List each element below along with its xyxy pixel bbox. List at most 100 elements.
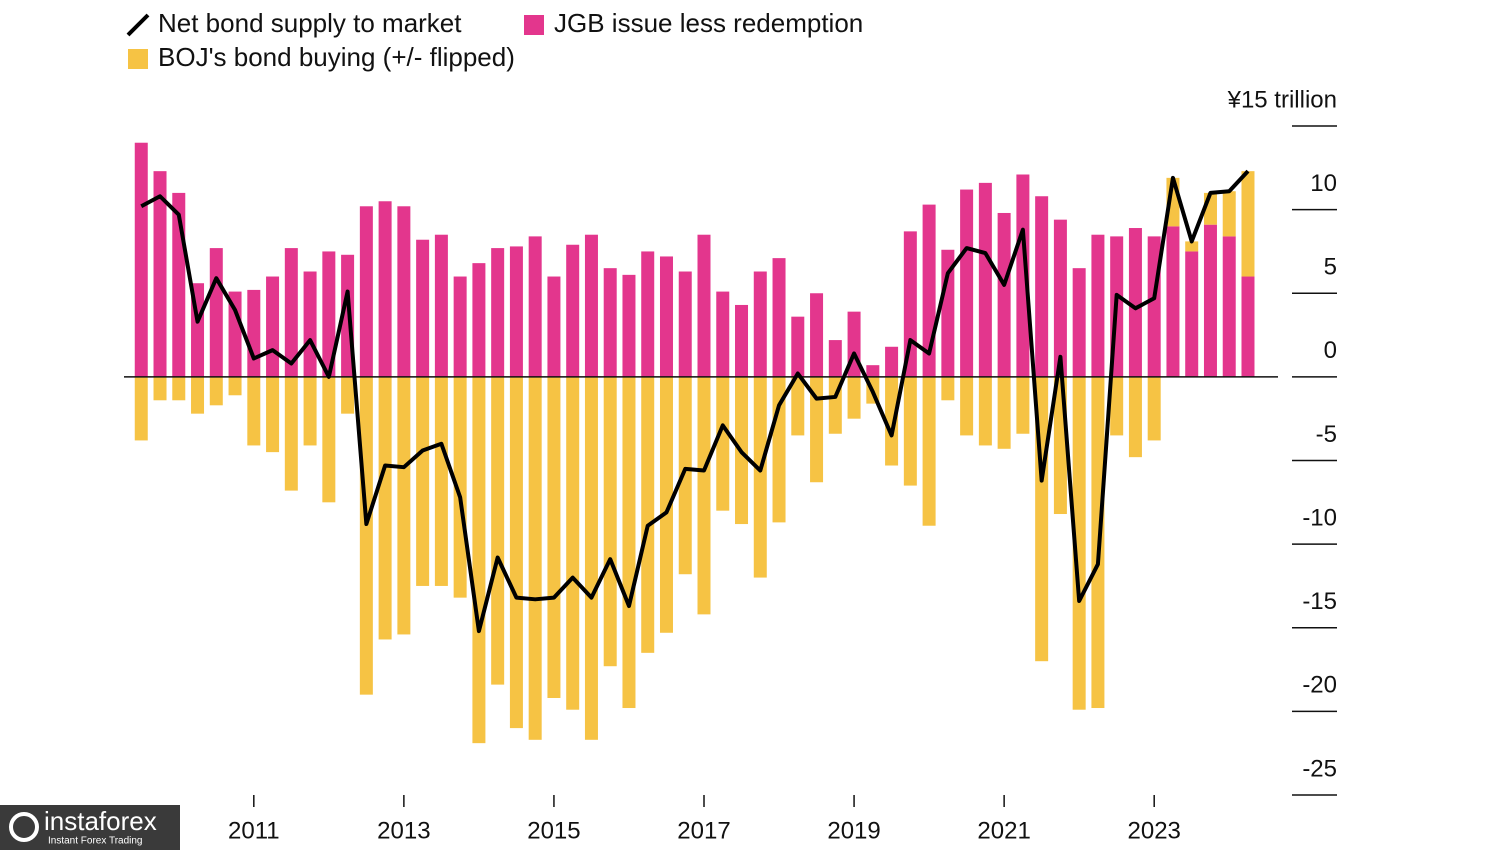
bar — [922, 376, 936, 526]
bar — [547, 376, 561, 698]
bar — [191, 376, 205, 414]
bar — [434, 376, 448, 586]
legend-swatch — [128, 49, 148, 69]
watermark-name: instaforex — [44, 806, 157, 836]
bar — [997, 212, 1011, 377]
y-tick-label: -20 — [1302, 672, 1337, 699]
bar — [359, 376, 373, 695]
legend-label: BOJ's bond buying (+/- flipped) — [158, 42, 515, 72]
bar — [303, 271, 317, 377]
bar — [903, 376, 917, 486]
bar — [1147, 376, 1161, 441]
bar — [753, 376, 767, 578]
x-tick-label: 2017 — [677, 817, 730, 844]
bar — [1241, 276, 1255, 377]
legend-swatch — [524, 15, 544, 35]
bar — [584, 234, 598, 377]
bar — [659, 376, 673, 633]
bar — [322, 251, 336, 377]
bar — [847, 376, 861, 419]
bar — [1035, 196, 1049, 377]
bar — [209, 248, 223, 377]
bar — [1110, 376, 1124, 436]
bar — [453, 276, 467, 377]
plot: ¥15 trillion 10 5 0 -5 -10 -15 -20 -25 2011 2013 20… — [124, 8, 1337, 844]
bar — [810, 293, 824, 377]
bar — [1128, 376, 1142, 458]
bar — [1091, 234, 1105, 377]
y-tick-label: -25 — [1302, 755, 1337, 782]
x-tick-label: 2019 — [827, 817, 880, 844]
bar — [659, 256, 673, 377]
bar — [172, 376, 186, 401]
bar — [1072, 268, 1086, 377]
bar — [378, 376, 392, 640]
bar — [603, 268, 617, 377]
bar — [678, 271, 692, 377]
bar — [716, 376, 730, 511]
legend-swatch — [126, 13, 150, 37]
bar — [1166, 226, 1180, 377]
bar — [960, 189, 974, 377]
bar — [472, 263, 486, 377]
bar — [566, 244, 580, 377]
bar — [472, 376, 486, 744]
bar — [1222, 191, 1236, 237]
watermark-tagline: Instant Forex Trading — [48, 836, 143, 847]
bar — [941, 376, 955, 401]
bar — [697, 376, 711, 615]
bar — [997, 376, 1011, 449]
bar — [566, 376, 580, 710]
y-tick-label: 10 — [1310, 170, 1337, 197]
y-tick-label: -10 — [1302, 504, 1337, 531]
bar — [1053, 219, 1067, 377]
bar — [735, 304, 749, 377]
bar — [547, 276, 561, 377]
bar — [1222, 236, 1236, 377]
bar — [247, 289, 261, 377]
bar — [303, 376, 317, 446]
bar — [378, 201, 392, 377]
bar — [491, 376, 505, 685]
bar — [509, 376, 523, 729]
bar — [791, 316, 805, 377]
bar — [1203, 224, 1217, 377]
bar — [134, 142, 148, 377]
y-tick-label: 0 — [1324, 337, 1337, 364]
bar — [1241, 171, 1255, 277]
bar — [416, 376, 430, 586]
legend-label: JGB issue less redemption — [554, 8, 863, 38]
bar — [697, 234, 711, 377]
bar — [622, 376, 636, 709]
legend-label: Net bond supply to market — [158, 8, 462, 38]
bar — [266, 376, 280, 453]
bar — [1128, 228, 1142, 377]
bar — [753, 271, 767, 377]
bar — [491, 248, 505, 377]
bar — [284, 376, 298, 491]
bar — [716, 291, 730, 377]
bar — [885, 346, 899, 377]
bar — [960, 376, 974, 436]
bar — [603, 376, 617, 667]
bar — [134, 376, 148, 441]
y-tick-label: ¥15 trillion — [1227, 86, 1337, 113]
bar — [641, 251, 655, 377]
line — [140, 169, 1250, 634]
bar — [453, 376, 467, 598]
bar — [247, 376, 261, 446]
watermark-box — [0, 805, 180, 850]
y-tick-label: -15 — [1302, 588, 1337, 615]
x-tick-label: 2023 — [1128, 817, 1181, 844]
bar — [266, 276, 280, 377]
bar — [1185, 241, 1199, 252]
bar — [284, 248, 298, 377]
bar — [622, 274, 636, 377]
bar — [772, 258, 786, 377]
bar — [509, 246, 523, 377]
bar — [359, 206, 373, 377]
y-tick-label: -5 — [1316, 421, 1337, 448]
bar — [322, 376, 336, 503]
bar — [416, 239, 430, 377]
